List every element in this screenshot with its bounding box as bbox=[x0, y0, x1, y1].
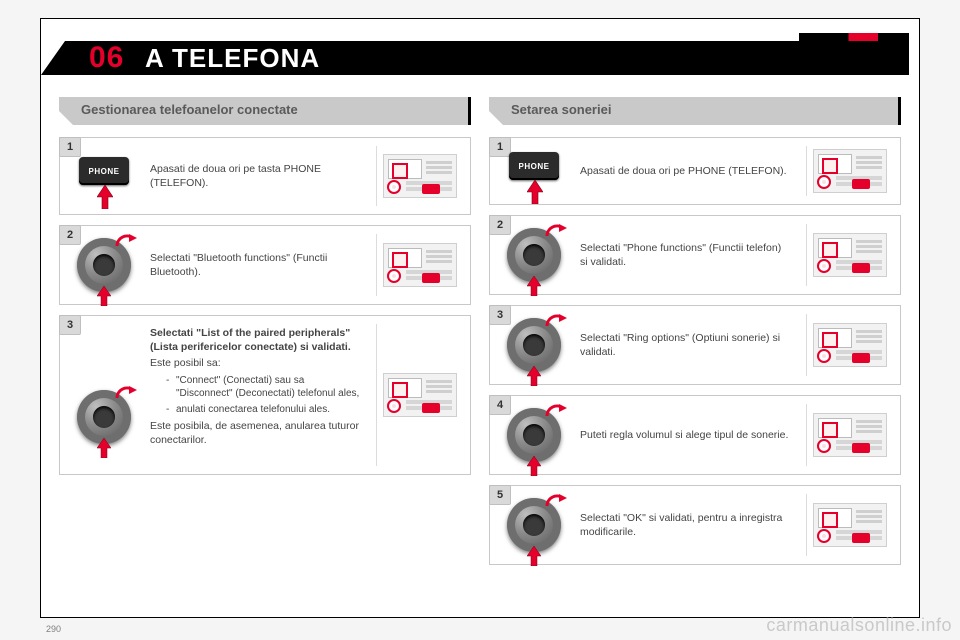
step-screen-cell bbox=[806, 404, 892, 466]
left-section-header: Gestionarea telefoanelor conectate bbox=[59, 97, 471, 125]
step-icon-cell bbox=[498, 404, 570, 466]
step-text: Selectati "Phone functions" (Functii tel… bbox=[580, 239, 796, 271]
rotary-knob-icon bbox=[73, 386, 135, 448]
step-box: 5 Selectati "OK" si validati, pentru a i… bbox=[489, 485, 901, 565]
mini-screen-icon bbox=[813, 503, 887, 547]
press-arrow-icon bbox=[527, 276, 541, 296]
press-arrow-icon bbox=[527, 180, 543, 204]
step-instruction: Selectati "Phone functions" (Functii tel… bbox=[580, 241, 790, 269]
step-box: 4 Puteti regla volumul si alege tipul de… bbox=[489, 395, 901, 475]
press-arrow-icon bbox=[97, 286, 111, 306]
step-box: 1 PHONE Apasati de doua ori pe PHONE (TE… bbox=[489, 137, 901, 205]
step-instruction: Selectati "OK" si validati, pentru a inr… bbox=[580, 511, 790, 539]
step-screen-cell bbox=[376, 234, 462, 296]
rotate-arrow-icon bbox=[115, 232, 137, 250]
mini-screen-icon bbox=[383, 373, 457, 417]
step-number-badge: 3 bbox=[59, 315, 81, 335]
step-screen-cell bbox=[806, 224, 892, 286]
step-screen-cell bbox=[806, 494, 892, 556]
step-screen-cell bbox=[806, 146, 892, 196]
left-column: 1 PHONE Apasati de doua ori pe tasta PHO… bbox=[59, 137, 471, 565]
step-icon-cell bbox=[68, 324, 140, 466]
step-text: Puteti regla volumul si alege tipul de s… bbox=[580, 426, 796, 444]
press-arrow-icon bbox=[527, 546, 541, 566]
step-instruction: Apasati de doua ori pe tasta PHONE (TELE… bbox=[150, 162, 360, 190]
left-section-title: Gestionarea telefoanelor conectate bbox=[81, 102, 298, 117]
step-text: Selectati "Bluetooth functions" (Functii… bbox=[150, 249, 366, 281]
step-icon-cell: PHONE bbox=[498, 146, 570, 196]
step-screen-cell bbox=[376, 324, 462, 466]
step-box: 3 Selectati "Ring options" (Optiuni sone… bbox=[489, 305, 901, 385]
chapter-number: 06 bbox=[89, 41, 124, 75]
mini-screen-icon bbox=[383, 243, 457, 287]
chapter-title-banner: 06 A TELEFONA bbox=[41, 33, 919, 87]
right-column: 1 PHONE Apasati de doua ori pe PHONE (TE… bbox=[489, 137, 901, 565]
phone-button-icon: PHONE bbox=[505, 152, 563, 190]
step-screen-cell bbox=[376, 146, 462, 206]
step-instruction: Selectati "List of the paired peripheral… bbox=[150, 326, 360, 354]
step-bullet: anulati conectarea telefonului ales. bbox=[166, 403, 360, 417]
press-arrow-icon bbox=[527, 456, 541, 476]
press-arrow-icon bbox=[97, 185, 113, 209]
step-screen-cell bbox=[806, 314, 892, 376]
step-box: 1 PHONE Apasati de doua ori pe tasta PHO… bbox=[59, 137, 471, 215]
step-bullets: "Connect" (Conectati) sau sa "Disconnect… bbox=[166, 374, 360, 417]
step-icon-cell bbox=[498, 314, 570, 376]
rotate-arrow-icon bbox=[545, 402, 567, 420]
step-instruction: Apasati de doua ori pe PHONE (TELEFON). bbox=[580, 164, 790, 178]
mini-screen-icon bbox=[813, 149, 887, 193]
phone-button-icon: PHONE bbox=[75, 157, 133, 195]
manual-page: 06 A TELEFONA Gestionarea telefoanelor c… bbox=[40, 18, 920, 618]
rotate-arrow-icon bbox=[545, 312, 567, 330]
watermark-text: carmanualsonline.info bbox=[766, 615, 952, 636]
step-icon-cell bbox=[498, 224, 570, 286]
step-box: 2 Selectati "Phone functions" (Functii t… bbox=[489, 215, 901, 295]
right-section-header: Setarea soneriei bbox=[489, 97, 901, 125]
rotary-knob-icon bbox=[73, 234, 135, 296]
step-number-badge: 1 bbox=[59, 137, 81, 157]
step-text: Selectati "OK" si validati, pentru a inr… bbox=[580, 509, 796, 541]
title-bar-cut bbox=[41, 41, 65, 75]
step-box: 2 Selectati "Bluetooth functions" (Funct… bbox=[59, 225, 471, 305]
phone-key-label: PHONE bbox=[79, 157, 129, 185]
mini-screen-icon bbox=[383, 154, 457, 198]
step-icon-cell bbox=[68, 234, 140, 296]
step-bullet: "Connect" (Conectati) sau sa "Disconnect… bbox=[166, 374, 360, 401]
rotary-knob-icon bbox=[503, 224, 565, 286]
section-headers-row: Gestionarea telefoanelor conectate Setar… bbox=[41, 97, 919, 131]
step-text: Selectati "List of the paired peripheral… bbox=[150, 324, 366, 449]
step-instruction: Selectati "Ring options" (Optiuni soneri… bbox=[580, 331, 790, 359]
rotary-knob-icon bbox=[503, 404, 565, 466]
content-columns: 1 PHONE Apasati de doua ori pe tasta PHO… bbox=[41, 131, 919, 565]
rotary-knob-icon bbox=[503, 494, 565, 556]
step-extra-intro: Este posibil sa: bbox=[150, 356, 360, 370]
chapter-title: A TELEFONA bbox=[145, 43, 320, 74]
mini-screen-icon bbox=[813, 323, 887, 367]
step-text: Apasati de doua ori pe PHONE (TELEFON). bbox=[580, 162, 796, 180]
step-text: Selectati "Ring options" (Optiuni soneri… bbox=[580, 329, 796, 361]
step-extra-outro: Este posibila, de asemenea, anularea tut… bbox=[150, 419, 360, 447]
press-arrow-icon bbox=[527, 366, 541, 386]
rotate-arrow-icon bbox=[545, 222, 567, 240]
step-box: 3 Selectati "List of the paired peripher… bbox=[59, 315, 471, 475]
press-arrow-icon bbox=[97, 438, 111, 458]
right-section-title: Setarea soneriei bbox=[511, 102, 611, 117]
step-icon-cell bbox=[498, 494, 570, 556]
step-text: Apasati de doua ori pe tasta PHONE (TELE… bbox=[150, 160, 366, 192]
step-instruction: Selectati "Bluetooth functions" (Functii… bbox=[150, 251, 360, 279]
rotate-arrow-icon bbox=[545, 492, 567, 510]
phone-key-label: PHONE bbox=[509, 152, 559, 180]
step-instruction: Puteti regla volumul si alege tipul de s… bbox=[580, 428, 790, 442]
rotate-arrow-icon bbox=[115, 384, 137, 402]
rotary-knob-icon bbox=[503, 314, 565, 376]
page-number: 290 bbox=[46, 624, 61, 634]
mini-screen-icon bbox=[813, 413, 887, 457]
mini-screen-icon bbox=[813, 233, 887, 277]
